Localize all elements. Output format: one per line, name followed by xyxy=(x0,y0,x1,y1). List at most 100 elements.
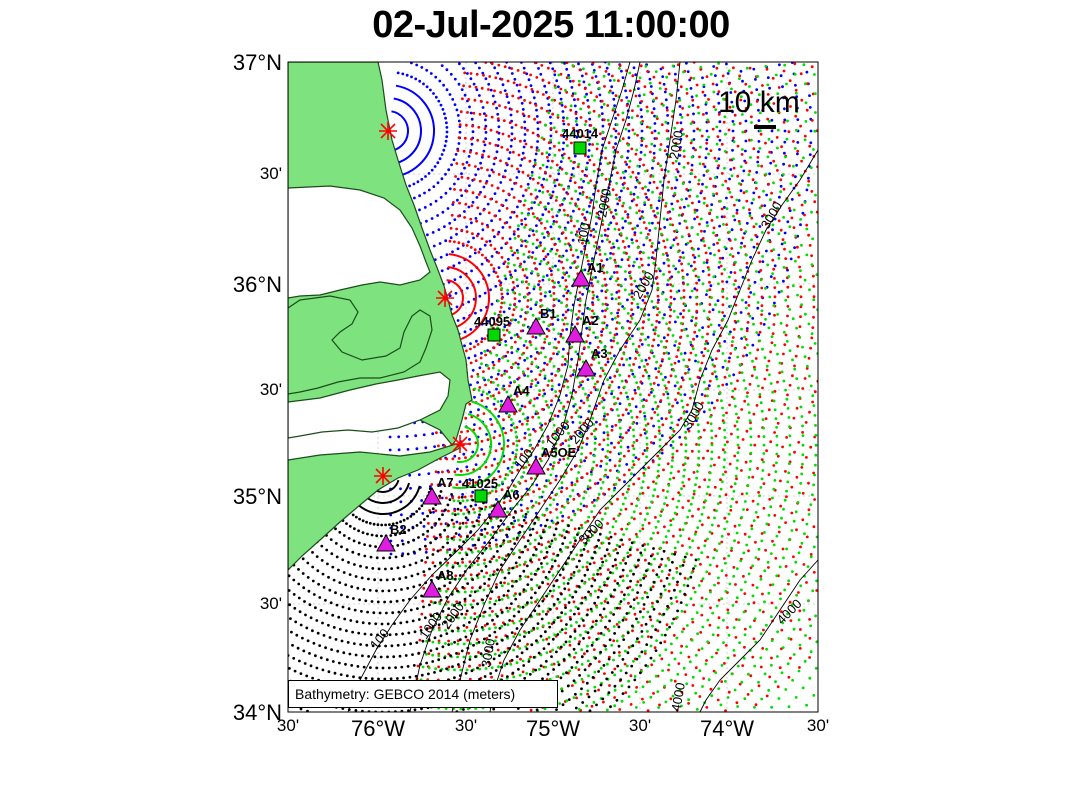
radar-dot xyxy=(756,467,759,470)
radar-dot xyxy=(636,133,639,137)
radar-dot xyxy=(485,531,489,535)
radar-dot xyxy=(694,316,698,320)
radar-dot xyxy=(528,401,532,405)
radar-dot xyxy=(793,246,796,250)
radar-dot xyxy=(744,460,748,464)
radar-dot xyxy=(504,161,508,165)
radar-dot xyxy=(467,155,471,158)
radar-dot xyxy=(527,428,530,431)
radar-dot xyxy=(601,302,605,306)
radar-dot xyxy=(750,216,754,220)
radar-dot xyxy=(562,582,566,585)
radar-dot xyxy=(551,521,555,524)
radar-dot xyxy=(566,500,569,504)
radar-dot xyxy=(564,545,568,549)
radar-dot xyxy=(501,528,504,532)
radar-dot xyxy=(453,454,457,458)
radar-dot xyxy=(482,370,485,373)
radar-dot xyxy=(539,422,542,425)
radar-dot xyxy=(636,302,639,306)
radar-dot xyxy=(510,346,513,350)
radar-dot xyxy=(809,445,813,449)
radar-dot xyxy=(539,241,542,245)
radar-dot xyxy=(495,150,499,154)
radar-dot xyxy=(520,308,524,311)
radar-dot xyxy=(646,335,650,339)
radar-dot xyxy=(632,441,636,444)
radar-dot xyxy=(755,88,759,91)
radar-dot xyxy=(652,441,656,445)
radar-dot xyxy=(774,556,778,560)
radar-dot xyxy=(605,536,608,540)
radar-dot xyxy=(526,419,529,423)
radar-dot xyxy=(504,198,508,202)
radar-dot xyxy=(615,623,619,626)
radar-dot xyxy=(600,333,603,337)
radar-dot xyxy=(709,177,712,181)
radar-dot xyxy=(522,253,526,256)
radar-dot xyxy=(769,97,773,101)
radar-dot xyxy=(685,134,689,138)
radar-dot xyxy=(698,222,701,226)
radar-dot xyxy=(526,367,530,371)
radar-dot xyxy=(782,352,785,356)
radar-dot xyxy=(466,518,470,522)
radar-dot xyxy=(680,376,684,380)
radar-dot xyxy=(643,417,647,421)
radar-dot xyxy=(662,468,665,472)
radar-dot xyxy=(490,219,493,223)
radar-dot xyxy=(507,568,510,572)
radar-dot xyxy=(512,308,516,311)
radar-dot xyxy=(524,267,528,271)
radar-dot xyxy=(506,444,510,448)
radar-dot xyxy=(805,223,809,227)
radar-dot xyxy=(569,79,572,83)
radar-dot xyxy=(508,270,512,274)
radar-dot xyxy=(642,221,646,224)
radar-dot xyxy=(509,662,513,666)
radar-dot xyxy=(493,214,497,218)
radar-dot xyxy=(556,414,560,418)
radar-dot xyxy=(564,310,568,314)
radar-dot xyxy=(497,266,501,269)
radar-dot xyxy=(719,264,723,268)
radar-dot xyxy=(600,459,603,463)
radar-dot xyxy=(799,124,802,128)
radar-dot xyxy=(563,363,567,366)
radar-dot xyxy=(623,246,627,249)
radar-dot xyxy=(812,295,816,299)
radar-dot xyxy=(614,423,618,427)
radar-dot xyxy=(768,497,772,501)
radar-dot xyxy=(546,155,549,159)
radar-dot xyxy=(605,324,609,327)
radar-dot xyxy=(757,684,761,688)
radar-dot xyxy=(562,152,566,156)
radar-dot xyxy=(520,422,524,426)
radar-dot xyxy=(721,303,725,307)
radar-dot xyxy=(728,177,731,181)
radar-dot xyxy=(462,642,466,646)
radar-dot xyxy=(773,431,776,434)
radar-dot xyxy=(658,269,662,273)
radar-dot xyxy=(508,384,511,388)
radar-dot xyxy=(618,651,621,654)
radar-dot xyxy=(601,284,604,288)
radar-dot xyxy=(469,342,472,345)
radar-dot xyxy=(765,694,769,698)
radar-dot xyxy=(433,445,436,448)
radar-dot xyxy=(610,380,614,384)
radar-dot xyxy=(672,238,676,242)
radar-dot xyxy=(544,400,548,403)
radar-dot xyxy=(547,202,550,205)
radar-dot xyxy=(415,63,419,67)
radar-dot xyxy=(705,147,708,151)
radar-dot xyxy=(679,393,682,397)
radar-dot xyxy=(569,248,573,252)
radar-dot xyxy=(492,622,496,626)
radar-dot xyxy=(565,249,568,253)
radar-dot xyxy=(490,255,494,258)
radar-dot xyxy=(421,512,425,515)
radar-dot xyxy=(440,64,444,67)
radar-dot xyxy=(626,149,630,153)
radar-dot xyxy=(471,520,474,524)
